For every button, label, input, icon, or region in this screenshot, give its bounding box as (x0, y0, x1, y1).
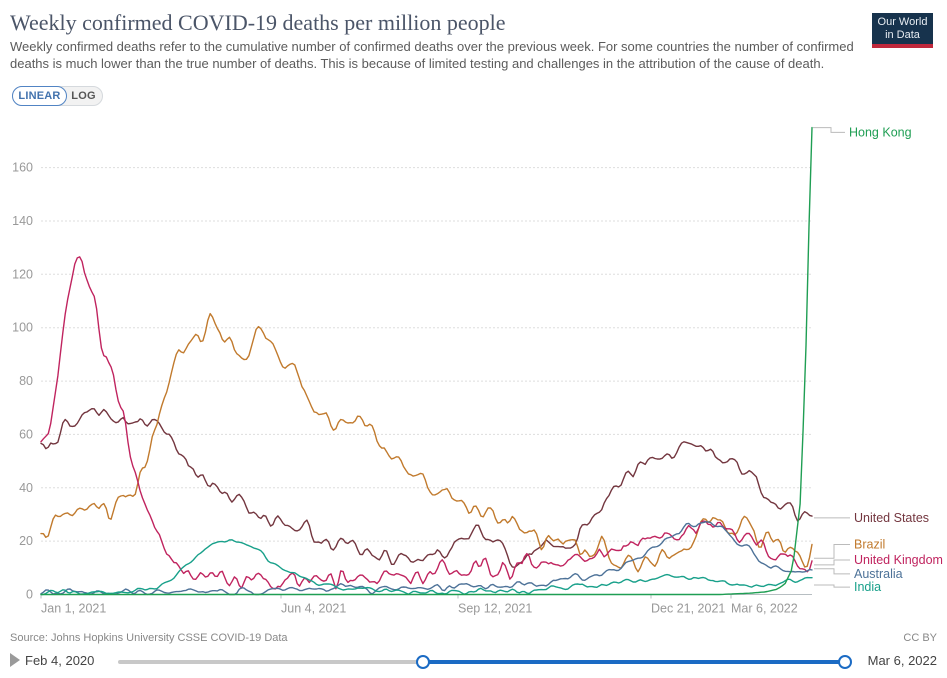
svg-text:Dec 21, 2021: Dec 21, 2021 (651, 602, 725, 616)
svg-text:160: 160 (12, 161, 33, 175)
svg-text:60: 60 (19, 427, 33, 441)
svg-text:0: 0 (26, 588, 33, 602)
svg-text:120: 120 (12, 267, 33, 281)
svg-text:Jan 1, 2021: Jan 1, 2021 (41, 602, 106, 616)
svg-text:Brazil: Brazil (854, 538, 885, 552)
svg-text:40: 40 (19, 481, 33, 495)
svg-text:India: India (854, 580, 881, 594)
svg-text:20: 20 (19, 534, 33, 548)
svg-text:80: 80 (19, 374, 33, 388)
svg-text:100: 100 (12, 321, 33, 335)
svg-text:Sep 12, 2021: Sep 12, 2021 (458, 602, 532, 616)
svg-text:United States: United States (854, 511, 929, 525)
svg-text:Mar 6, 2022: Mar 6, 2022 (731, 602, 798, 616)
svg-text:Jun 4, 2021: Jun 4, 2021 (281, 602, 346, 616)
svg-text:United Kingdom: United Kingdom (854, 553, 943, 567)
svg-text:140: 140 (12, 214, 33, 228)
svg-text:Australia: Australia (854, 567, 903, 581)
svg-text:Hong Kong: Hong Kong (849, 125, 912, 139)
